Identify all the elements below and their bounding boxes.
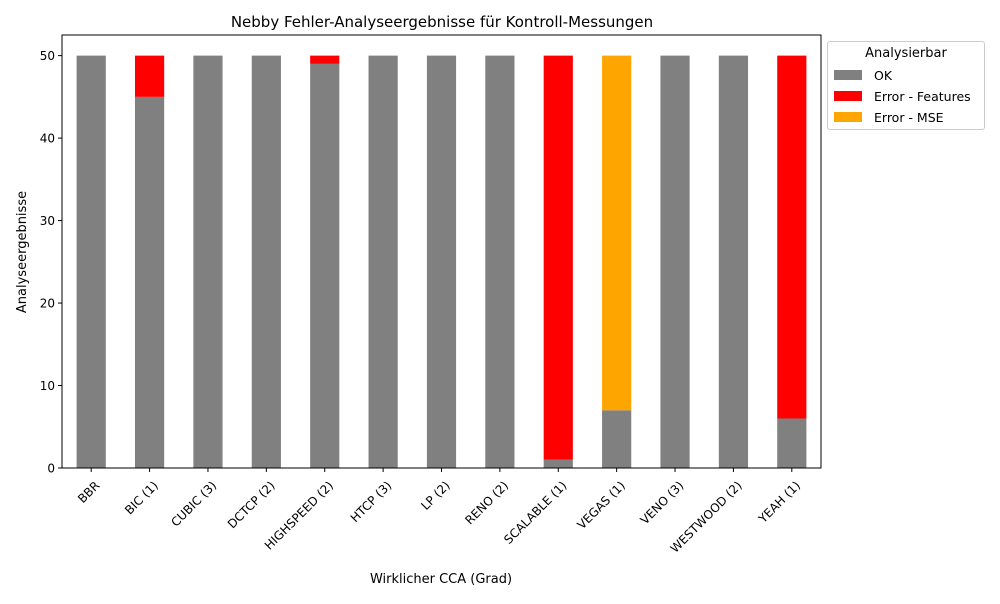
bar-ok-8 xyxy=(543,459,573,468)
bar-ok-7 xyxy=(485,55,515,468)
bar-ok-4 xyxy=(310,63,340,468)
y-tick-label: 20 xyxy=(40,297,55,311)
bar-ok-3 xyxy=(251,55,281,468)
x-tick-label: BBR xyxy=(75,478,102,505)
legend-label-ok: OK xyxy=(874,67,893,83)
bar-ok-6 xyxy=(426,55,457,468)
bar-error-features-8 xyxy=(543,55,573,460)
x-tick-label: HTCP (3) xyxy=(348,478,395,525)
legend-swatch-ok xyxy=(834,70,862,80)
legend-swatch-error-mse xyxy=(834,112,862,122)
legend-item-error-features: Error - Features xyxy=(834,88,971,104)
bar-error-features-12 xyxy=(777,55,807,419)
x-tick-label: VEGAS (1) xyxy=(574,478,628,532)
bar-ok-10 xyxy=(660,55,690,468)
bar-ok-5 xyxy=(368,55,398,468)
legend: Analysierbar OK Error - Features Error -… xyxy=(827,41,985,130)
x-tick-label: BIC (1) xyxy=(122,478,161,517)
legend-swatch-error-features xyxy=(834,91,862,101)
y-tick-label: 50 xyxy=(40,49,55,63)
chart-title: Nebby Fehler-Analyseergebnisse für Kontr… xyxy=(231,13,653,31)
legend-label-error-features: Error - Features xyxy=(874,88,971,104)
bar-ok-9 xyxy=(602,410,632,468)
x-tick-label: CUBIC (3) xyxy=(168,478,219,529)
bar-ok-1 xyxy=(134,96,165,468)
plot-frame xyxy=(61,34,822,469)
y-axis-label: Analyseergebnisse xyxy=(15,191,30,313)
bar-error-features-1 xyxy=(134,55,165,97)
legend-title: Analysierbar xyxy=(865,46,947,61)
legend-label-error-mse: Error - MSE xyxy=(874,109,944,125)
x-axis-label: Wirklicher CCA (Grad) xyxy=(370,572,512,587)
x-tick-label: DCTCP (2) xyxy=(225,478,278,531)
x-tick-label: SCALABLE (1) xyxy=(501,478,569,546)
y-tick-label: 10 xyxy=(40,379,55,393)
bar-ok-11 xyxy=(718,55,749,468)
y-axis: 0 10 20 30 40 50 xyxy=(40,49,62,476)
x-tick-label: RENO (2) xyxy=(462,478,511,527)
bar-ok-2 xyxy=(193,55,223,468)
x-tick-label: LP (2) xyxy=(418,478,452,512)
legend-item-ok: OK xyxy=(834,67,892,83)
y-tick-label: 0 xyxy=(47,462,55,476)
y-tick-label: 40 xyxy=(40,132,55,146)
bar-ok-0 xyxy=(76,55,106,468)
x-axis: BBR BIC (1) CUBIC (3) DCTCP (2)HIGHSPEED (2… xyxy=(75,468,803,556)
bar-error-mse-9 xyxy=(602,55,632,411)
legend-item-error-mse: Error - MSE xyxy=(834,109,944,125)
bars-group xyxy=(76,55,807,468)
x-tick-label: VENO (3) xyxy=(638,478,687,527)
x-tick-label: YEAH (1) xyxy=(755,478,803,526)
y-tick-label: 30 xyxy=(40,214,55,228)
bar-error-features-4 xyxy=(310,55,340,64)
bar-ok-12 xyxy=(777,418,807,468)
